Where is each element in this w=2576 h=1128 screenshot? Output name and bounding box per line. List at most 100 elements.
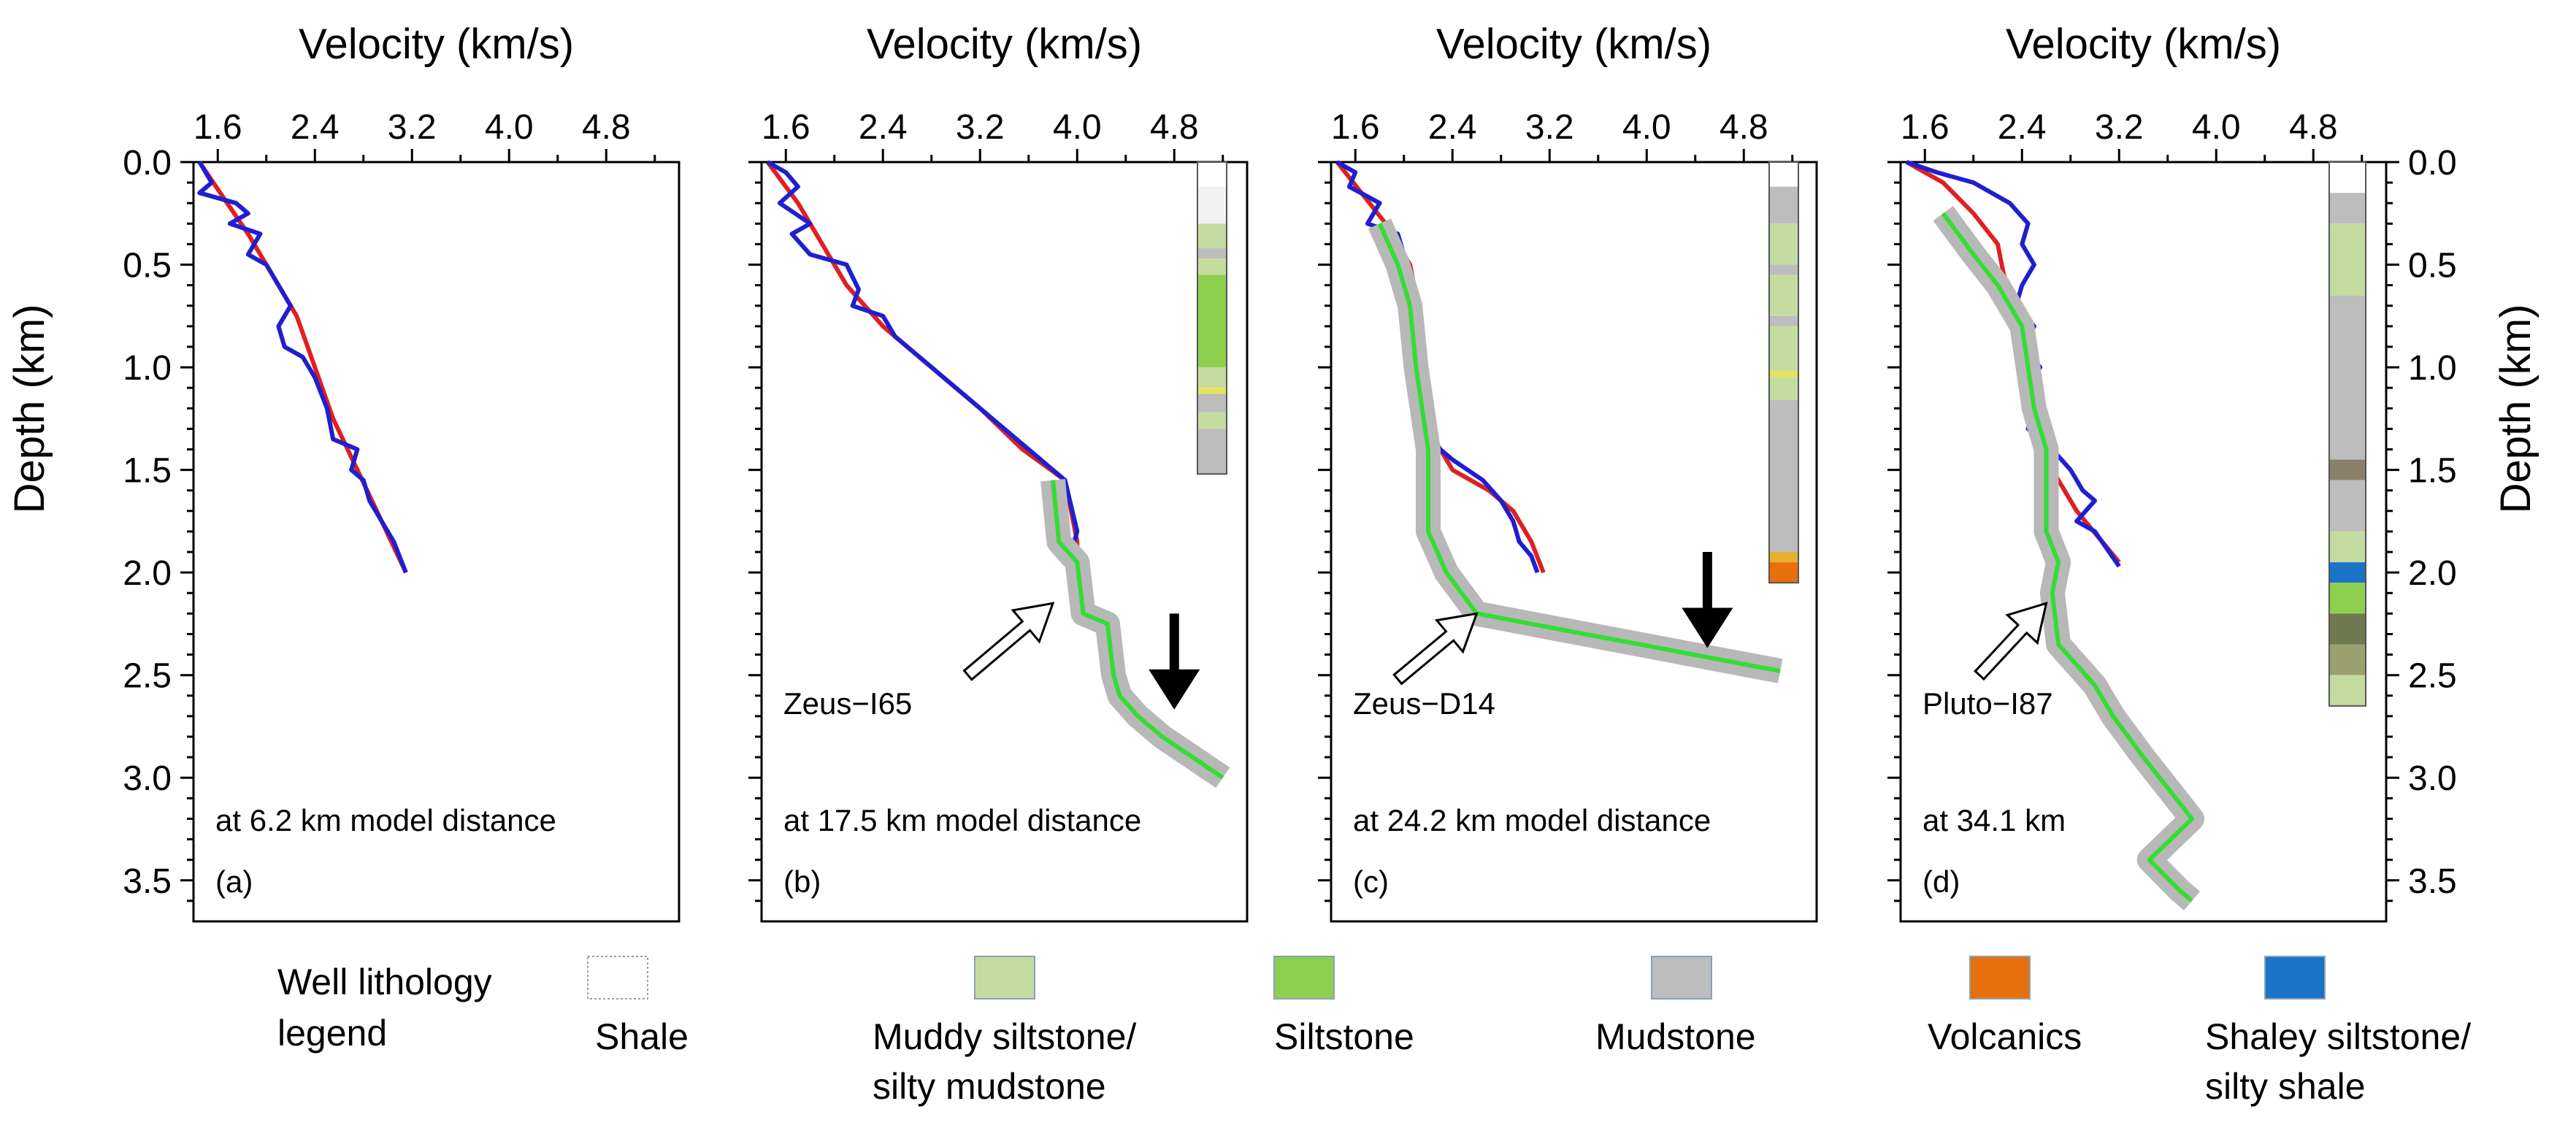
- lithology-stripe: [2329, 531, 2366, 563]
- lithology-stripe: [2329, 193, 2366, 224]
- legend-title-line1: Well lithology: [277, 962, 492, 1002]
- x-tick-label: 4.8: [1150, 108, 1199, 147]
- legend-label: Shaley siltstone/: [2205, 1016, 2471, 1057]
- lithology-stripe: [1769, 400, 1798, 553]
- panel-1: 1.6 2.4 3.2 4.0 4.8 Velocity (km/s) Zeus−I65 at…: [748, 20, 1249, 923]
- legend-label: Muddy siltstone/: [873, 1016, 1136, 1057]
- uncertainty-band: [1040, 479, 1230, 789]
- legend-swatch: [974, 956, 1035, 1000]
- y-tick-label-right: 1.5: [2408, 452, 2457, 491]
- x-tick-label: 1.6: [1331, 108, 1380, 147]
- y-tick-label: 1.5: [123, 452, 172, 491]
- legend-label-line2: silty mudstone: [873, 1066, 1106, 1107]
- lithology-column-frame: [1197, 161, 1227, 475]
- lithology-stripe: [1197, 186, 1227, 224]
- lithology-stripe: [1769, 186, 1798, 224]
- lithology-stripe: [2329, 295, 2366, 460]
- series-blue: [197, 161, 408, 574]
- x-tick-label: 4.0: [485, 108, 534, 147]
- panel-label: (d): [1923, 864, 1960, 899]
- y-tick-label-right: 3.5: [2408, 862, 2457, 901]
- series-blue: [766, 160, 1080, 574]
- panel-caption: at 17.5 km model distance: [783, 803, 1141, 837]
- lithology-stripe: [2329, 613, 2366, 645]
- lithology-stripe: [1769, 371, 1798, 378]
- y-tick-label: 0.5: [123, 247, 172, 285]
- y-tick-label-right: 0.0: [2408, 144, 2457, 183]
- x-tick-label: 1.6: [762, 108, 810, 147]
- lithology-stripe: [1769, 552, 1798, 563]
- x-tick-label: 2.4: [1998, 108, 2047, 147]
- y-tick-label-right: 2.5: [2408, 657, 2457, 696]
- plot-frame: [760, 161, 1249, 923]
- y-tick-label: 3.5: [123, 862, 172, 901]
- series-green: [1377, 223, 1781, 674]
- lithology-stripe: [1197, 258, 1227, 275]
- x-tick-label: 1.6: [1901, 108, 1950, 147]
- lithology-stripe: [1197, 429, 1227, 475]
- lithology-column-frame: [2328, 161, 2366, 707]
- lithology-stripe: [1769, 264, 1798, 275]
- x-tick-label: 4.0: [2192, 108, 2241, 147]
- uncertainty-band: [1368, 218, 1783, 683]
- legend-label-line2: silty shale: [2205, 1066, 2366, 1107]
- x-tick-label: 3.2: [2095, 108, 2144, 147]
- hollow-arrow: [1974, 602, 2048, 681]
- well-name-label: Zeus−I65: [783, 686, 912, 721]
- series-green: [1051, 480, 1224, 780]
- panel-2: 1.6 2.4 3.2 4.0 4.8 Velocity (km/s) Zeus−D14 at…: [1318, 20, 1818, 923]
- lithology-stripe: [1197, 162, 1227, 187]
- solid-arrow-head: [1149, 669, 1200, 710]
- x-tick-label: 3.2: [1525, 108, 1574, 147]
- legend-swatch: [1651, 956, 1712, 1000]
- y-tick-label: 2.0: [123, 554, 172, 593]
- panel-label: (a): [215, 864, 253, 899]
- legend-title-line2: legend: [277, 1013, 387, 1054]
- series-green: [1941, 212, 2194, 903]
- x-tick-label: 4.8: [1720, 108, 1768, 147]
- y-tick-label: 2.5: [123, 657, 172, 696]
- y-tick-label: 0.0: [123, 144, 172, 183]
- y-tick-label: 3.0: [123, 759, 172, 798]
- y-axis-title-right: Depth (km): [2492, 304, 2539, 514]
- legend-label: Siltstone: [1274, 1016, 1414, 1057]
- legend-label: Shale: [595, 1016, 689, 1057]
- lithology-stripe: [2329, 480, 2366, 532]
- lithology-stripe: [2329, 223, 2366, 296]
- panel-caption: at 24.2 km model distance: [1353, 803, 1711, 837]
- x-axis-title: Velocity (km/s): [2006, 20, 2281, 68]
- x-tick-label: 2.4: [859, 108, 908, 147]
- y-tick-label-right: 0.5: [2408, 247, 2457, 285]
- lithology-stripe: [2329, 644, 2366, 675]
- uncertainty-band: [1933, 206, 2204, 910]
- lithology-stripe: [1769, 562, 1798, 583]
- lithology-stripe: [1197, 412, 1227, 429]
- y-axis-title-left: Depth (km): [6, 304, 53, 514]
- legend-label: Mudstone: [1595, 1016, 1756, 1057]
- legend-swatch: [2264, 956, 2326, 1000]
- x-axis-title: Velocity (km/s): [299, 20, 574, 68]
- x-axis-title: Velocity (km/s): [1436, 20, 1711, 68]
- lithology-stripe: [1197, 248, 1227, 259]
- lithology-stripe: [1769, 223, 1798, 265]
- well-name-label: Pluto−I87: [1923, 686, 2053, 721]
- lithology-stripe: [2329, 583, 2366, 614]
- lithology-stripe: [1197, 388, 1227, 394]
- lithology-stripe: [1769, 315, 1798, 326]
- panel-3: 1.6 2.4 3.2 4.0 4.8 Velocity (km/s) 0.0 0.5 1.0 1…: [1887, 20, 2457, 923]
- panel-0: 1.6 2.4 3.2 4.0 4.8 Velocity (km/s) 0.0 0.5 1.0 1…: [123, 20, 681, 923]
- y-tick-label-right: 3.0: [2408, 759, 2457, 798]
- legend-swatch: [587, 956, 648, 1000]
- x-tick-label: 3.2: [388, 108, 437, 147]
- plot-frame: [192, 161, 681, 923]
- y-tick-label-right: 2.0: [2408, 554, 2457, 593]
- lithology-stripe: [1769, 326, 1798, 372]
- x-tick-label: 4.0: [1053, 108, 1102, 147]
- x-tick-label: 2.4: [1428, 108, 1477, 147]
- lithology-stripe: [2329, 459, 2366, 480]
- lithology-stripe: [1197, 394, 1227, 413]
- lithology-legend: Well lithology legend Shale Muddy siltsto…: [277, 956, 2471, 1107]
- lithology-stripe: [1769, 275, 1798, 316]
- hollow-arrow: [962, 602, 1055, 681]
